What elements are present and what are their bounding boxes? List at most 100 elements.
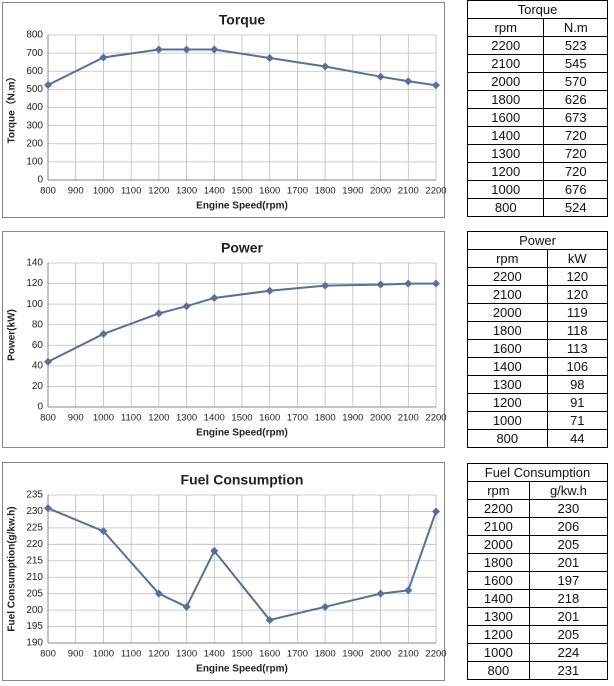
table-cell: 44 (546, 429, 609, 448)
x-tick-label: 2000 (370, 413, 391, 424)
table-title: Fuel Consumption (467, 463, 608, 482)
x-tick-label: 1000 (93, 413, 114, 424)
table-cell: 2000 (467, 535, 530, 554)
table-header: g/kw.h (528, 481, 609, 500)
data-point (99, 53, 108, 62)
y-tick-label: 235 (26, 490, 43, 501)
table-row: 2200 230 (467, 499, 609, 518)
table-row: 2000 205 (467, 535, 609, 554)
data-point (44, 504, 52, 513)
y-tick-label: 40 (32, 360, 44, 371)
table-cell: 91 (546, 393, 609, 412)
table-cell: 1600 (467, 571, 530, 590)
table-cell: 720 (543, 162, 608, 181)
x-tick-label: 2200 (425, 649, 446, 660)
x-tick-label: 1600 (259, 649, 280, 660)
x-tick-label: 1500 (231, 186, 252, 197)
table-cell: 676 (543, 180, 608, 199)
x-tick-label: 1000 (93, 186, 114, 197)
x-tick-label: 1400 (204, 649, 225, 660)
y-axis-label: Power(kW) (7, 309, 18, 361)
table-cell: 1000 (467, 643, 530, 662)
table-cell: 230 (528, 499, 609, 518)
table-row: Power (467, 231, 608, 250)
table-row: 800 44 (467, 429, 609, 448)
table-cell: 1800 (467, 553, 530, 572)
data-point (265, 615, 274, 624)
data-point (99, 329, 108, 338)
table-cell: 1600 (466, 108, 545, 127)
table-cell: 673 (543, 108, 608, 127)
data-point (210, 45, 219, 54)
table-row: rpm kW (467, 249, 609, 268)
table-row: rpm N.m (466, 18, 608, 37)
x-tick-label: 1700 (287, 649, 308, 660)
x-tick-label: 800 (40, 649, 56, 660)
y-tick-label: 0 (37, 175, 43, 186)
table-cell: 201 (528, 607, 609, 626)
x-axis-label: Engine Speed(rpm) (196, 201, 288, 212)
x-tick-label: 1100 (121, 413, 141, 424)
y-tick-label: 210 (26, 572, 43, 583)
chart-title: Power (221, 240, 264, 256)
data-table: Fuel Consumption rpm g/kw.h 2200 230 2100 206 2… (467, 463, 609, 680)
x-tick-label: 1200 (148, 186, 169, 197)
table-cell: 218 (528, 589, 609, 608)
y-tick-label: 20 (32, 381, 44, 392)
data-table: Torque rpm N.m 2200 523 2100 545 2000 570 1800 626… (466, 0, 608, 217)
table-cell: 1300 (467, 375, 548, 394)
x-tick-label: 1300 (176, 186, 197, 197)
table-cell: 1400 (467, 589, 530, 608)
y-tick-label: 205 (26, 588, 43, 599)
x-tick-label: 1000 (93, 649, 114, 660)
x-tick-label: 1900 (342, 649, 363, 660)
data-point (404, 279, 413, 288)
x-tick-label: 2100 (398, 186, 419, 197)
data-point (44, 357, 52, 366)
table-row: 1000 71 (467, 411, 609, 430)
x-tick-label: 1100 (121, 186, 141, 197)
x-tick-label: 1800 (315, 186, 336, 197)
table-header: N.m (543, 18, 608, 37)
table-row: Fuel Consumption (467, 463, 608, 482)
table-row: 1800 201 (467, 553, 609, 572)
table-cell: 545 (543, 54, 608, 73)
table-cell: 720 (543, 126, 608, 145)
table-cell: 800 (467, 429, 548, 448)
x-tick-label: 1400 (204, 186, 225, 197)
table-cell: 1800 (467, 321, 548, 340)
chart-frame (2, 231, 445, 448)
table-row: 2000 570 (466, 72, 608, 91)
data-point (376, 589, 385, 598)
table-header: rpm (467, 481, 530, 500)
data-point (182, 302, 191, 311)
x-tick-label: 2000 (370, 186, 391, 197)
data-point (265, 54, 274, 63)
x-tick-label: 2000 (370, 649, 391, 660)
table-row: 1000 676 (466, 180, 608, 199)
table-cell: 2200 (466, 36, 545, 55)
table-cell: 1200 (467, 393, 548, 412)
table-row: 1400 218 (467, 589, 609, 608)
x-tick-label: 1900 (342, 186, 363, 197)
table-row: 800 231 (467, 661, 609, 680)
data-point (182, 602, 191, 611)
table-row: 2200 523 (466, 36, 608, 55)
table-row: 2000 119 (467, 303, 609, 322)
table-row: 1600 673 (466, 108, 608, 127)
table-cell: 205 (528, 535, 609, 554)
data-point (432, 81, 440, 90)
table-row: 2200 120 (467, 267, 609, 286)
y-axis-label: Fuel Consumption(g/kw.h) (7, 506, 18, 631)
x-tick-label: 1500 (231, 649, 252, 660)
y-tick-label: 80 (32, 319, 44, 330)
y-tick-label: 600 (26, 66, 43, 77)
y-tick-label: 140 (26, 258, 43, 269)
table-cell: 71 (546, 411, 609, 430)
x-tick-label: 1600 (259, 186, 280, 197)
table-row: 1300 201 (467, 607, 609, 626)
table-cell: 523 (543, 36, 608, 55)
table-row: 1800 118 (467, 321, 609, 340)
